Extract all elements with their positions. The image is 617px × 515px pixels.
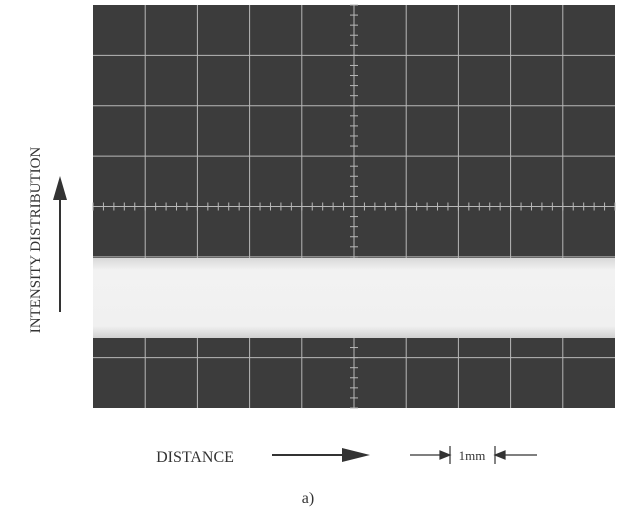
- bright-band: [93, 258, 615, 338]
- x-label: DISTANCE: [156, 449, 234, 466]
- scale-bar: [410, 446, 537, 464]
- y-label: INTENSITY DISTRIBUTION: [28, 147, 44, 334]
- caption: a): [302, 490, 314, 507]
- scale-label: 1mm: [459, 448, 486, 463]
- y-arrow: [53, 176, 67, 312]
- x-arrow: [272, 448, 370, 462]
